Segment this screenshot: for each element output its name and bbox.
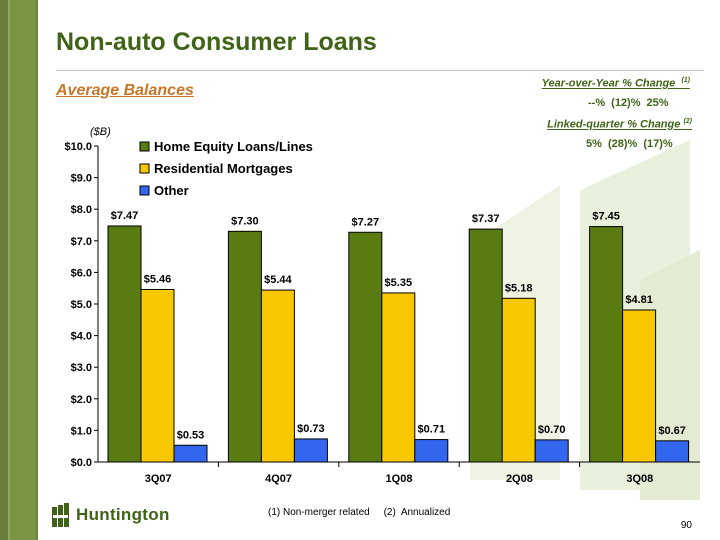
legend-swatch <box>139 141 150 152</box>
linked-quarter-label: Linked-quarter % Change (2) <box>547 118 692 131</box>
yoy-footnote-ref: (1) <box>681 77 690 84</box>
huntington-logo-icon <box>52 503 69 527</box>
bar-other <box>173 444 208 463</box>
data-label: $0.70 <box>538 424 566 436</box>
bar-home-equity-loans-lines <box>348 231 383 463</box>
legend-swatch <box>139 185 150 196</box>
title-divider <box>56 70 704 71</box>
data-label: $4.81 <box>625 294 653 306</box>
bar-other <box>534 439 569 463</box>
bar-home-equity-loans-lines <box>589 226 624 463</box>
decorative-sidebar <box>0 0 38 540</box>
data-label: $5.44 <box>264 274 292 286</box>
data-label: $5.46 <box>144 273 172 285</box>
unit-label: ($B) <box>90 126 111 138</box>
y-tick-label: $0.0 <box>71 457 92 469</box>
bar-home-equity-loans-lines <box>227 230 262 463</box>
y-tick-label: $4.0 <box>71 331 92 343</box>
data-label: $7.47 <box>111 210 139 222</box>
data-label: $0.71 <box>418 424 446 436</box>
x-tick-label: 4Q07 <box>265 473 292 485</box>
page-title: Non-auto Consumer Loans <box>56 28 377 56</box>
y-tick-label: $5.0 <box>71 299 92 311</box>
y-tick-label: $7.0 <box>71 236 92 248</box>
bar-residential-mortgages <box>622 309 657 463</box>
y-tick-label: $1.0 <box>71 425 92 437</box>
huntington-logo-text: Huntington <box>76 505 170 524</box>
yoy-change-values: --% (12)% 25% <box>588 97 669 109</box>
bar-other <box>655 440 690 463</box>
legend-label: Other <box>154 183 189 198</box>
data-label: $7.37 <box>472 213 500 225</box>
yoy-change-label: Year-over-Year % Change (1) <box>542 77 690 90</box>
data-label: $7.30 <box>231 215 259 227</box>
y-tick-label: $8.0 <box>71 204 92 216</box>
data-label: $0.53 <box>177 429 205 441</box>
bar-home-equity-loans-lines <box>107 225 142 463</box>
page-number: 90 <box>680 520 692 531</box>
data-label: $7.27 <box>352 216 380 228</box>
data-label: $7.45 <box>592 211 620 223</box>
y-tick-label: $3.0 <box>71 362 92 374</box>
bar-home-equity-loans-lines <box>468 228 503 463</box>
data-label: $0.73 <box>297 423 325 435</box>
x-tick-label: 3Q07 <box>145 473 172 485</box>
bar-other <box>414 439 449 463</box>
y-tick-label: $9.0 <box>71 173 92 185</box>
decorative-sidebar-stripe <box>8 0 36 540</box>
x-tick-label: 3Q08 <box>626 473 653 485</box>
data-label: $5.35 <box>385 277 413 289</box>
x-tick-label: 1Q08 <box>386 473 413 485</box>
legend-label: Home Equity Loans/Lines <box>154 139 313 154</box>
yoy-change-text: Year-over-Year % Change <box>541 77 676 90</box>
y-tick-label: $10.0 <box>64 141 92 153</box>
footnotes: (1) Non-merger related (2) Annualized <box>268 507 451 518</box>
bar-other <box>293 438 328 463</box>
y-tick-label: $2.0 <box>71 394 92 406</box>
bar-residential-mortgages <box>501 297 536 463</box>
bar-residential-mortgages <box>140 288 175 463</box>
data-label: $0.67 <box>658 425 686 437</box>
linked-quarter-footnote-ref: (2) <box>683 118 692 125</box>
legend-swatch <box>139 163 150 174</box>
x-tick-label: 2Q08 <box>506 473 533 485</box>
bar-residential-mortgages <box>381 292 416 463</box>
legend-label: Residential Mortgages <box>154 161 293 176</box>
data-label: $5.18 <box>505 282 533 294</box>
linked-quarter-text: Linked-quarter % Change <box>547 118 681 131</box>
linked-quarter-values: 5% (28)% (17)% <box>586 138 673 150</box>
bar-residential-mortgages <box>260 289 295 463</box>
y-tick-label: $6.0 <box>71 267 92 279</box>
chart-subtitle: Average Balances <box>56 82 194 99</box>
